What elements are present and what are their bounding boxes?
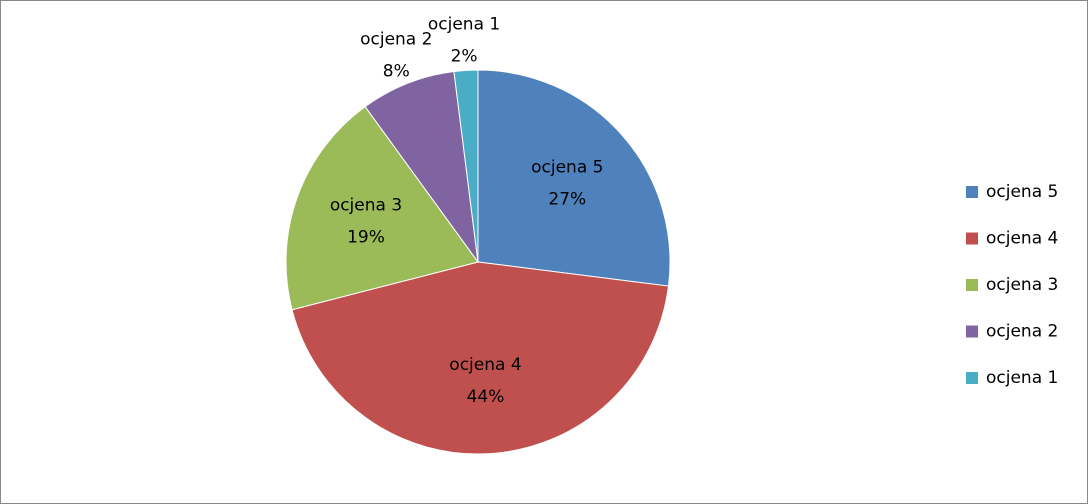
legend-label: ocjena 1 — [986, 368, 1058, 388]
pie-slice — [477, 69, 671, 287]
data-label-value: 44% — [467, 387, 505, 407]
data-label-value: 27% — [548, 189, 586, 209]
data-label-name: ocjena 5 — [531, 157, 603, 177]
data-label-name: ocjena 4 — [449, 355, 521, 375]
legend-swatch — [966, 279, 978, 291]
data-label-name: ocjena 3 — [330, 196, 402, 216]
data-label-value: 19% — [347, 228, 385, 248]
data-label: ocjena 5 27% — [531, 157, 603, 209]
data-label-name: ocjena 2 — [360, 30, 432, 50]
data-label: ocjena 2 8% — [360, 30, 432, 82]
pie-slice — [285, 105, 479, 311]
data-label: ocjena 4 44% — [449, 355, 521, 407]
legend-swatch — [966, 325, 978, 338]
legend-swatch — [966, 232, 978, 245]
pie-slice — [364, 70, 479, 263]
data-label: ocjena 3 19% — [330, 196, 402, 248]
legend-swatch — [966, 186, 978, 198]
pie-slice — [453, 69, 479, 263]
legend-label: ocjena 5 — [986, 182, 1058, 202]
data-label-name: ocjena 1 — [428, 14, 500, 34]
data-label-value: 8% — [383, 62, 410, 82]
pie-slice — [291, 261, 670, 455]
legend-label: ocjena 3 — [986, 275, 1058, 295]
legend-label: ocjena 4 — [986, 229, 1058, 249]
legend-swatch — [966, 372, 978, 384]
legend-label: ocjena 2 — [986, 322, 1058, 342]
data-label-value: 2% — [451, 46, 478, 66]
data-label: ocjena 1 2% — [428, 14, 500, 66]
